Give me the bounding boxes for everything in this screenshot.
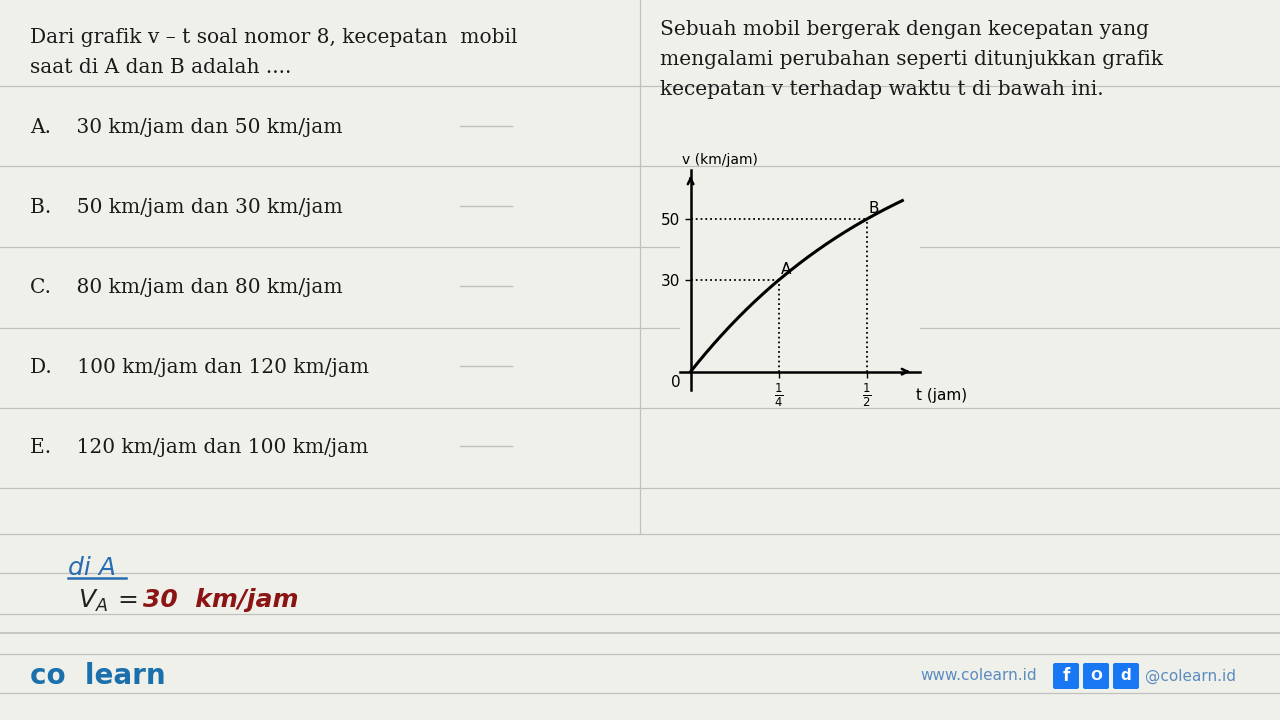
Text: mengalami perubahan seperti ditunjukkan grafik: mengalami perubahan seperti ditunjukkan … bbox=[660, 50, 1164, 69]
Text: A.    30 km/jam dan 50 km/jam: A. 30 km/jam dan 50 km/jam bbox=[29, 118, 343, 137]
Text: t (jam): t (jam) bbox=[916, 389, 968, 403]
Text: B: B bbox=[869, 201, 879, 216]
Text: saat di A dan B adalah ....: saat di A dan B adalah .... bbox=[29, 58, 292, 77]
FancyBboxPatch shape bbox=[1053, 663, 1079, 689]
Text: O: O bbox=[1091, 669, 1102, 683]
Text: co  learn: co learn bbox=[29, 662, 165, 690]
Text: B.    50 km/jam dan 30 km/jam: B. 50 km/jam dan 30 km/jam bbox=[29, 198, 343, 217]
Text: di A: di A bbox=[68, 556, 116, 580]
Text: E.    120 km/jam dan 100 km/jam: E. 120 km/jam dan 100 km/jam bbox=[29, 438, 369, 457]
Text: D.    100 km/jam dan 120 km/jam: D. 100 km/jam dan 120 km/jam bbox=[29, 358, 369, 377]
Text: d: d bbox=[1120, 668, 1132, 683]
Text: @colearn.id: @colearn.id bbox=[1146, 668, 1236, 683]
Text: 0: 0 bbox=[672, 374, 681, 390]
FancyBboxPatch shape bbox=[1114, 663, 1139, 689]
Text: v (km/jam): v (km/jam) bbox=[682, 153, 758, 167]
Text: f: f bbox=[1062, 667, 1070, 685]
Text: Dari grafik v – t soal nomor 8, kecepatan  mobil: Dari grafik v – t soal nomor 8, kecepata… bbox=[29, 28, 517, 47]
FancyBboxPatch shape bbox=[1083, 663, 1108, 689]
Text: =: = bbox=[110, 588, 155, 612]
Text: Sebuah mobil bergerak dengan kecepatan yang: Sebuah mobil bergerak dengan kecepatan y… bbox=[660, 20, 1149, 39]
Text: $\mathit{V}_A$: $\mathit{V}_A$ bbox=[78, 588, 108, 614]
Text: C.    80 km/jam dan 80 km/jam: C. 80 km/jam dan 80 km/jam bbox=[29, 278, 343, 297]
Text: A: A bbox=[781, 262, 791, 277]
Text: www.colearn.id: www.colearn.id bbox=[920, 668, 1037, 683]
Text: 30  km/jam: 30 km/jam bbox=[143, 588, 298, 612]
Text: kecepatan v terhadap waktu t di bawah ini.: kecepatan v terhadap waktu t di bawah in… bbox=[660, 80, 1103, 99]
